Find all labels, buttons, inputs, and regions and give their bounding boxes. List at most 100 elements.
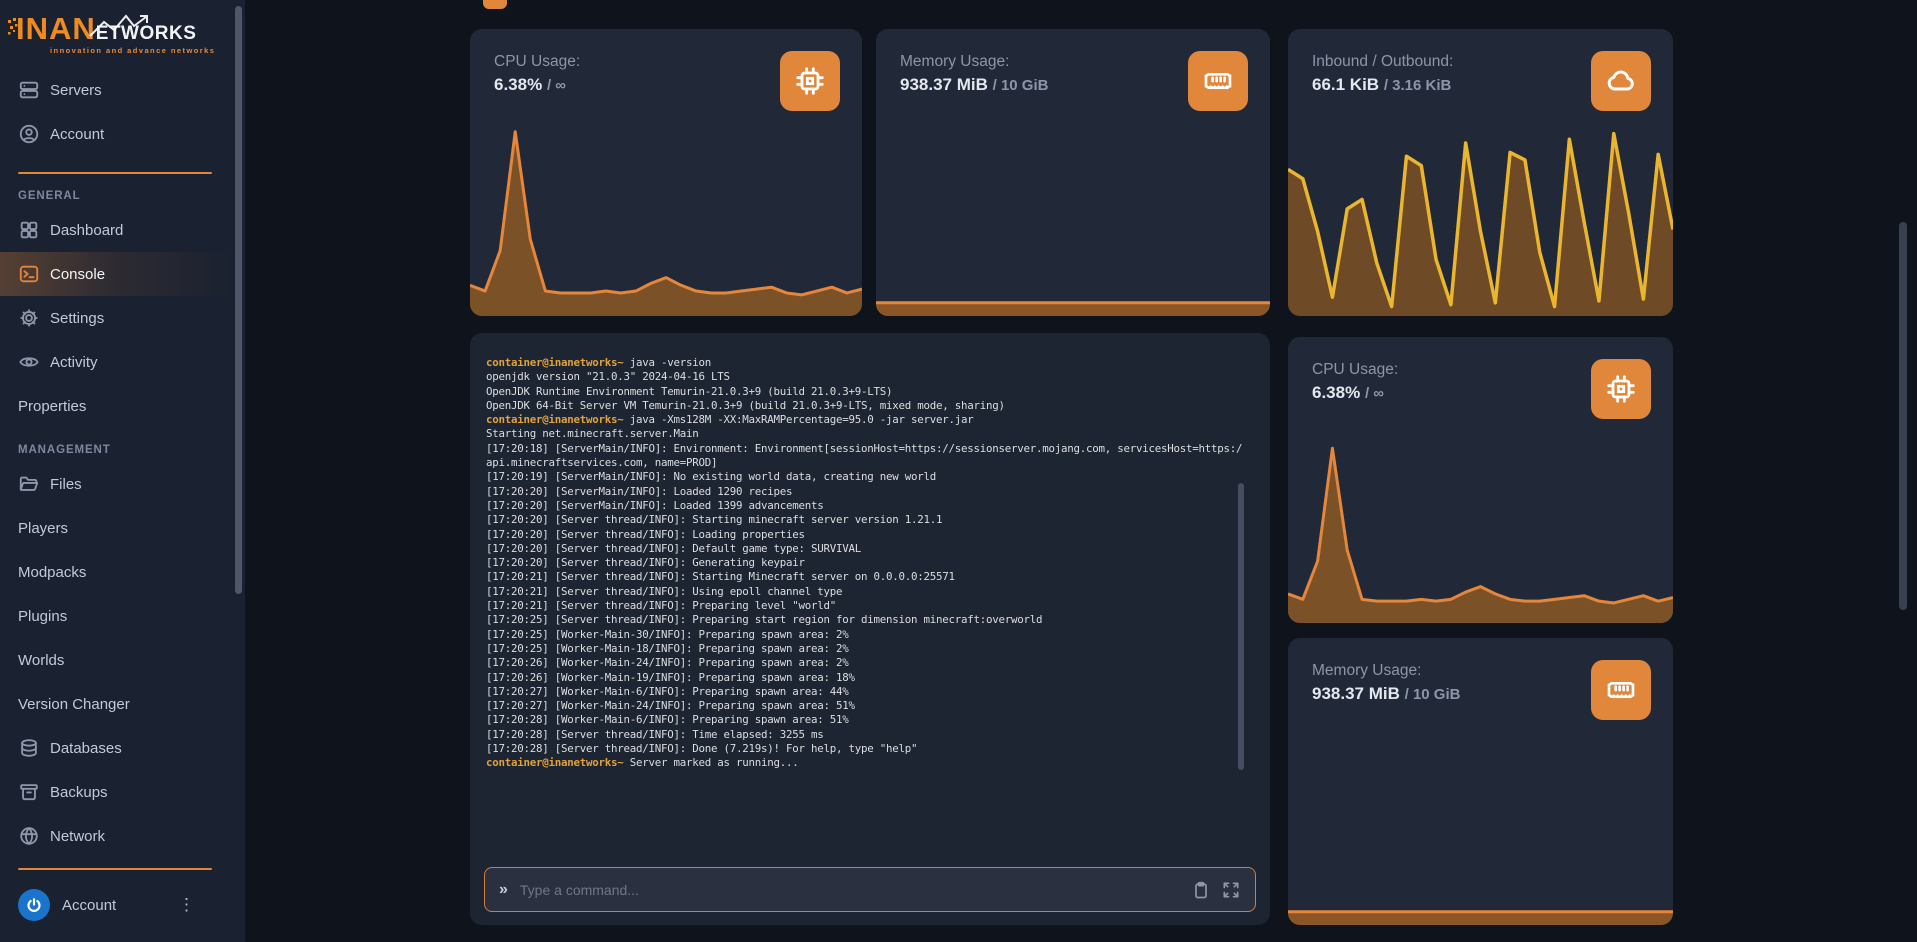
sidebar-item-players[interactable]: Players (0, 506, 245, 550)
account-footer[interactable]: Account ⋮ (0, 870, 245, 940)
console-line: [17:20:26] [Worker-Main-19/INFO]: Prepar… (486, 670, 855, 684)
sidebar-item-plugins[interactable]: Plugins (0, 594, 245, 638)
scrolled-button-partial[interactable] (483, 0, 507, 9)
memory-usage-side-card: Memory Usage: 938.37 MiB / 10 GiB (1288, 638, 1673, 925)
cpu-icon (1591, 359, 1651, 419)
sidebar-item-dashboard[interactable]: Dashboard (0, 208, 245, 252)
network-limit: / 3.16 KiB (1383, 77, 1452, 94)
sidebar-item-version-changer[interactable]: Version Changer (0, 682, 245, 726)
sidebar-item-label: Properties (18, 397, 87, 415)
sidebar-item-label: Activity (50, 353, 98, 371)
console-line: [17:20:25] [Worker-Main-30/INFO]: Prepar… (486, 627, 849, 641)
sidebar-item-activity[interactable]: Activity (0, 340, 245, 384)
console-line: [17:20:28] [Server thread/INFO]: Time el… (486, 727, 824, 741)
console-line: [17:20:28] [Worker-Main-6/INFO]: Prepari… (486, 713, 849, 727)
console-line: OpenJDK Runtime Environment Temurin-21.0… (486, 384, 893, 398)
account-footer-label: Account (62, 896, 117, 914)
sidebar-footer: Account ⋮ (0, 868, 245, 942)
console-line: [17:20:19] [ServerMain/INFO]: No existin… (486, 470, 937, 484)
ram-icon (1591, 660, 1651, 720)
sidebar-item-modpacks[interactable]: Modpacks (0, 550, 245, 594)
console-line: [17:20:27] [Worker-Main-6/INFO]: Prepari… (486, 684, 849, 698)
console-line: OpenJDK 64-Bit Server VM Temurin-21.0.3+… (486, 398, 1005, 412)
memory-limit: / 10 GiB (992, 77, 1049, 94)
footer-divider (18, 868, 212, 870)
sidebar-item-label: Players (18, 519, 69, 537)
console-line: [17:20:26] [Worker-Main-24/INFO]: Prepar… (486, 656, 849, 670)
clipboard-icon[interactable] (1191, 880, 1211, 900)
brand-name-secondary: ETWORKS (95, 23, 197, 44)
console-panel: container@inanetworks~ java -version open… (470, 333, 1270, 925)
sidebar-item-label: Plugins (18, 607, 68, 625)
sidebar: INAN ETWORKS innovation and advance netw… (0, 0, 245, 942)
console-output: container@inanetworks~ java -version open… (486, 356, 1242, 815)
sidebar-item-databases[interactable]: Databases (0, 726, 245, 770)
sidebar-item-label: Dashboard (50, 221, 124, 239)
sidebar-item-account[interactable]: Account (0, 112, 245, 156)
cpu-limit: / ∞ (1364, 385, 1384, 402)
console-line: [17:20:20] [ServerMain/INFO]: Loaded 129… (486, 484, 793, 498)
console-line: [17:20:20] [ServerMain/INFO]: Loaded 139… (486, 498, 824, 512)
cpu-sparkline-chart (1288, 441, 1673, 623)
sidebar-item-label: Settings (50, 309, 105, 327)
console-line: [17:20:21] [Server thread/INFO]: Prepari… (486, 599, 837, 613)
memory-usage-card: Memory Usage: 938.37 MiB / 10 GiB (876, 29, 1270, 316)
memory-value: 938.37 MiB (900, 75, 988, 94)
network-card: Inbound / Outbound: 66.1 KiB / 3.16 KiB (1288, 29, 1673, 316)
console-line: [17:20:25] [Server thread/INFO]: Prepari… (486, 613, 1043, 627)
console-scrollbar[interactable] (1238, 483, 1244, 770)
logo-pixels-decoration (8, 18, 18, 35)
sidebar-item-label: Account (50, 125, 105, 143)
sidebar-item-worlds[interactable]: Worlds (0, 638, 245, 682)
console-line: api.minecraftservices.com, name=PROD] (486, 456, 718, 470)
console-line: [17:20:28] [Server thread/INFO]: Done (7… (486, 742, 918, 756)
command-bar: » (484, 867, 1256, 912)
globe-icon (18, 825, 40, 847)
memory-value: 938.37 MiB (1312, 684, 1400, 703)
cloud-icon (1591, 51, 1651, 111)
command-input[interactable] (517, 880, 1181, 899)
sidebar-item-label: Version Changer (18, 695, 130, 713)
page-scrollbar[interactable] (1899, 222, 1907, 610)
sidebar-nav: Servers Account GENERAL Dashboard Console Set… (0, 68, 245, 858)
kebab-menu-icon[interactable]: ⋮ (178, 895, 195, 914)
server-icon (18, 79, 40, 101)
brand-logo: INAN ETWORKS innovation and advance netw… (0, 0, 245, 70)
console-line: container@inanetworks~ Server marked as … (486, 756, 799, 770)
sidebar-section-header: GENERAL (18, 190, 81, 202)
expand-icon[interactable] (1221, 880, 1241, 900)
sidebar-item-label: Servers (50, 81, 102, 99)
sidebar-item-settings[interactable]: Settings (0, 296, 245, 340)
cpu-icon (780, 51, 840, 111)
card-title: CPU Usage: (1312, 361, 1399, 378)
sidebar-item-properties[interactable]: Properties (0, 384, 245, 428)
sidebar-scrollbar[interactable] (235, 6, 242, 594)
gear-icon (18, 307, 40, 329)
sidebar-item-label: Network (50, 827, 106, 845)
sidebar-item-label: Modpacks (18, 563, 87, 581)
memory-sparkline-chart (876, 126, 1270, 316)
sidebar-item-console[interactable]: Console (0, 252, 245, 296)
console-line: [17:20:21] [Server thread/INFO]: Using e… (486, 584, 843, 598)
brand-name-primary: INAN (16, 11, 96, 46)
console-line: [17:20:20] [Server thread/INFO]: Startin… (486, 513, 943, 527)
sidebar-item-network[interactable]: Network (0, 814, 245, 858)
memory-limit: / 10 GiB (1404, 686, 1461, 703)
terminal-icon (18, 263, 40, 285)
card-title: CPU Usage: (494, 53, 581, 70)
console-line: [17:20:21] [Server thread/INFO]: Startin… (486, 570, 955, 584)
sidebar-item-files[interactable]: Files (0, 462, 245, 506)
sidebar-item-label: Console (50, 265, 106, 283)
cpu-value: 6.38% (494, 75, 543, 94)
memory-sparkline-chart (1288, 735, 1673, 925)
console-line: openjdk version "21.0.3" 2024-04-16 LTS (486, 370, 730, 384)
network-value: 66.1 KiB (1312, 75, 1380, 94)
console-line: [17:20:20] [Server thread/INFO]: Default… (486, 541, 862, 555)
card-title: Memory Usage: (1312, 662, 1422, 679)
console-line: container@inanetworks~ java -version (486, 356, 712, 369)
sidebar-item-servers[interactable]: Servers (0, 68, 245, 112)
sidebar-item-backups[interactable]: Backups (0, 770, 245, 814)
account-avatar[interactable] (18, 889, 50, 921)
power-icon (27, 898, 41, 912)
